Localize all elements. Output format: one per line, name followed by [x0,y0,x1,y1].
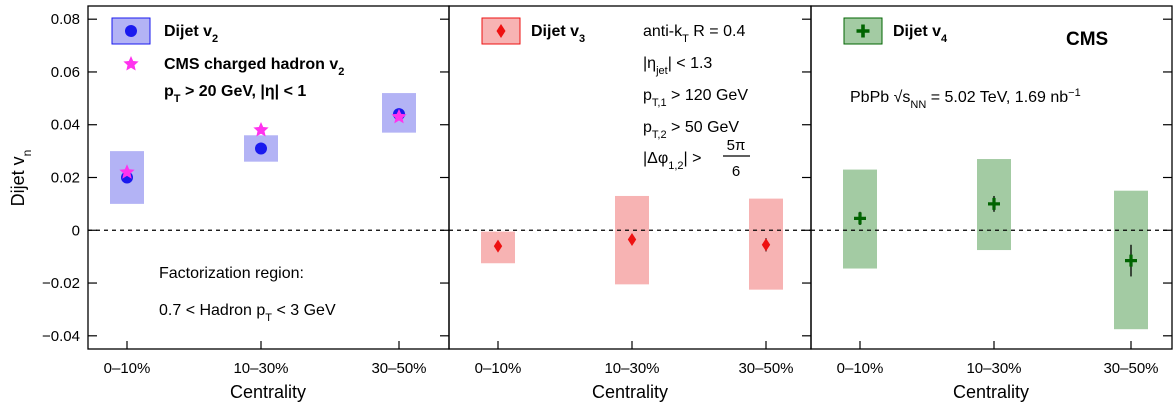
y-tick-label: −0.02 [42,275,80,292]
x-tick-label: 30–50% [1103,360,1158,377]
y-axis-title: Dijet vn [8,150,34,207]
x-axis-title-v3: Centrality [592,382,668,402]
factorization-annotation: Factorization region: 0.7 < Hadron pT < … [159,265,336,324]
data-point-star [119,164,135,179]
data-point-diamond [493,239,503,253]
y-tick-label: 0.08 [51,11,80,28]
leading-pt-cut: pT,1 > 120 GeV [643,87,748,109]
legend-v2: Dijet v2 CMS charged hadron v2 pT > 20 G… [111,17,344,105]
x-tick-label: 10–30% [966,360,1021,377]
legend-v4: Dijet v4 [843,17,948,45]
factorization-line2: 0.7 < Hadron pT < 3 GeV [159,302,336,324]
delta-phi-denominator: 6 [732,163,740,180]
legend-hadron-star-icon [123,56,139,71]
x-tick-label: 30–50% [738,360,793,377]
data-point-cross [1125,254,1137,267]
data-point-star [253,122,269,137]
panel-v4-plot: 0–10% 10–30% 30–50% [811,18,1172,377]
x-axis-title-v4: Centrality [953,382,1029,402]
legend-v2-circle-icon [125,25,137,37]
data-point-cross [988,197,1000,210]
x-tick-label: 0–10% [104,360,151,377]
panel-v2-plot: 0–10% 10–30% 30–50% [88,18,449,377]
factorization-line1: Factorization region: [159,265,304,282]
legend-v4-cross-icon [856,24,870,38]
data-point-star [391,108,407,124]
legend-v3: Dijet v3 [481,17,585,45]
legend-v3-diamond-icon [496,24,506,38]
y-tick-label: 0.06 [51,64,80,81]
x-tick-label: 10–30% [233,360,288,377]
x-tick-label: 10–30% [604,360,659,377]
x-tick-label: 0–10% [837,360,884,377]
collision-energy-annotation: PbPb √sNN = 5.02 TeV, 1.69 nb−1 [850,87,1081,111]
jet-algorithm: anti-kT R = 0.4 [643,23,745,45]
y-tick-label: −0.04 [42,328,80,345]
experiment-label: CMS [1066,29,1108,50]
legend-v3-label: Dijet v3 [531,23,585,45]
data-point-diamond [761,238,771,252]
collision-energy-text: PbPb √sNN = 5.02 TeV, 1.69 nb−1 [850,87,1081,111]
panel-v3-plot: 0–10% 10–30% 30–50% [449,18,811,377]
delta-phi-cut: |Δφ1,2| > [643,150,701,172]
x-tick-label: 0–10% [475,360,522,377]
y-tick-label: 0.04 [51,117,80,134]
subleading-pt-cut: pT,2 > 50 GeV [643,119,739,141]
legend-v2-label: Dijet v2 [164,23,218,45]
x-tick-label: 30–50% [371,360,426,377]
x-axis-title-v2: Centrality [230,382,306,402]
legend-hadron-cut: pT > 20 GeV, |η| < 1 [164,83,306,105]
data-point-cross [854,212,866,225]
panel-v3-frame [448,5,812,350]
legend-hadron-label: CMS charged hadron v2 [164,56,344,78]
y-tick-label: 0 [72,222,80,239]
legend-v4-label: Dijet v4 [893,23,948,45]
jet-selection-annotation: anti-kT R = 0.4 |ηjet| < 1.3 pT,1 > 120 … [643,23,750,180]
eta-cut: |ηjet| < 1.3 [643,55,712,77]
y-tick-label: 0.02 [51,170,80,187]
data-point-diamond [627,233,637,247]
data-point-circle [255,142,267,155]
delta-phi-numerator: 5π [727,137,746,154]
y-axis-ticks: −0.04 −0.02 0 0.02 0.04 0.06 0.08 [42,11,97,345]
